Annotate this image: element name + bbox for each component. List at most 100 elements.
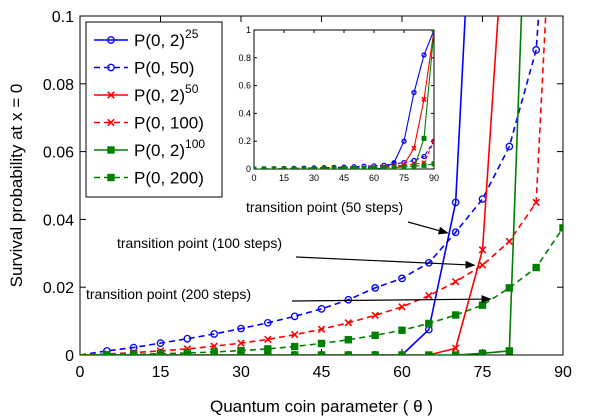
data-point xyxy=(237,339,245,347)
inset-data-point xyxy=(391,164,397,169)
data-point xyxy=(183,349,192,355)
data-point xyxy=(398,303,406,311)
data-point xyxy=(532,46,541,54)
data-point xyxy=(451,278,460,286)
annotation-label: transition point (200 steps) xyxy=(86,286,251,302)
inset-x-tick-label: 90 xyxy=(429,173,439,183)
data-point xyxy=(559,224,563,232)
inset-data-point xyxy=(431,161,434,167)
legend-label: P(0, 50) xyxy=(134,59,194,78)
inset-data-point xyxy=(381,165,387,169)
x-tick-label: 0 xyxy=(76,364,85,381)
legend: P(0, 2)25 P(0, 50) P(0, 2)50 P(0, 100) P(0, … xyxy=(85,21,223,198)
legend-box xyxy=(85,21,223,198)
inset-data-point xyxy=(401,138,407,144)
annotations: transition point (50 steps) transition po… xyxy=(86,199,492,304)
x-tick-label: 15 xyxy=(152,364,170,381)
inset-y-tick-label: 1 xyxy=(246,25,251,35)
data-point xyxy=(371,351,379,355)
data-point xyxy=(317,339,326,348)
inset-data-point xyxy=(281,166,287,169)
inset-x-tick-label: 60 xyxy=(369,173,379,183)
annotation-arrow xyxy=(291,295,492,304)
inset-data-point xyxy=(271,166,277,169)
inset-data-point xyxy=(351,165,357,169)
inset-data-point xyxy=(421,153,427,160)
legend-label: P(0, 2)50 xyxy=(134,82,199,105)
data-point xyxy=(317,325,326,334)
legend-marker xyxy=(107,91,115,99)
data-point xyxy=(425,319,433,328)
x-tick-label: 60 xyxy=(393,364,411,381)
inset-data-point xyxy=(371,165,377,169)
legend-entry: P(0, 100) xyxy=(94,114,204,133)
data-point xyxy=(344,351,353,355)
data-point xyxy=(263,318,272,327)
inset-data-point xyxy=(254,166,257,169)
inset-data-point xyxy=(421,162,427,168)
data-point xyxy=(532,263,540,272)
y-tick-label: 0 xyxy=(65,348,74,365)
data-point xyxy=(425,351,433,355)
inset-data-point xyxy=(331,166,337,169)
inset-data-point xyxy=(401,164,407,169)
inset-data-point xyxy=(421,52,427,58)
inset-x-tick-label: 15 xyxy=(279,173,289,183)
data-point xyxy=(344,319,353,327)
inset-x-tick-label: 30 xyxy=(309,173,319,183)
data-point xyxy=(505,142,514,151)
y-tick-label: 0.02 xyxy=(43,280,74,297)
inset-y-tick-label: 0.2 xyxy=(238,136,251,146)
annotation-arrow xyxy=(407,221,449,235)
legend-marker xyxy=(107,118,115,127)
inset-data-point xyxy=(261,166,267,169)
inset-y-tick-label: 0.4 xyxy=(238,108,251,118)
legend-entry: P(0, 50) xyxy=(94,59,194,78)
data-point xyxy=(398,274,406,283)
data-point xyxy=(210,348,218,355)
inset-y-tick-label: 0.8 xyxy=(238,53,251,63)
main-plot-area xyxy=(80,16,563,355)
data-point xyxy=(290,342,299,351)
legend-marker xyxy=(107,173,115,182)
data-point xyxy=(398,326,406,334)
inset-plot-area xyxy=(254,30,434,169)
inset-data-point xyxy=(341,166,347,169)
legend-entry: P(0, 2)50 xyxy=(94,82,199,105)
series-line xyxy=(80,16,540,355)
data-point xyxy=(264,345,272,353)
transition-annotation: transition point (200 steps) xyxy=(86,286,492,304)
inset-x-tick-label: 45 xyxy=(339,173,349,183)
inset-series-5 xyxy=(254,161,434,169)
inset-data-point xyxy=(301,166,307,169)
inset-y-tick-label: 0.6 xyxy=(238,81,251,91)
inset-data-point xyxy=(411,145,417,151)
data-point xyxy=(478,261,487,269)
annotation-arrow xyxy=(295,256,476,269)
data-point xyxy=(478,301,487,309)
data-point xyxy=(344,336,353,344)
data-point xyxy=(237,324,245,333)
data-point xyxy=(371,284,380,292)
data-point xyxy=(290,351,299,355)
data-point xyxy=(156,339,165,347)
data-point xyxy=(478,195,487,203)
legend-entry: P(0, 2)25 xyxy=(94,27,199,50)
annotation-label: transition point (100 steps) xyxy=(117,235,282,251)
data-point xyxy=(183,334,192,343)
data-point xyxy=(317,351,326,355)
inset-data-point xyxy=(321,166,327,169)
legend-label: P(0, 200) xyxy=(134,169,204,188)
y-tick-label: 0.04 xyxy=(43,212,74,229)
inset-data-point xyxy=(411,163,417,169)
data-point xyxy=(371,311,379,320)
legend-label: P(0, 2)100 xyxy=(134,137,205,160)
data-point xyxy=(290,330,299,339)
y-tick-label: 0.1 xyxy=(52,9,74,26)
data-point xyxy=(451,228,460,237)
y-tick-label: 0.06 xyxy=(43,145,74,162)
x-axis-label: Quantum coin parameter ( θ ) xyxy=(210,397,433,416)
data-point xyxy=(451,351,460,355)
data-point xyxy=(532,198,540,207)
inset-x-tick-label: 0 xyxy=(251,173,256,183)
